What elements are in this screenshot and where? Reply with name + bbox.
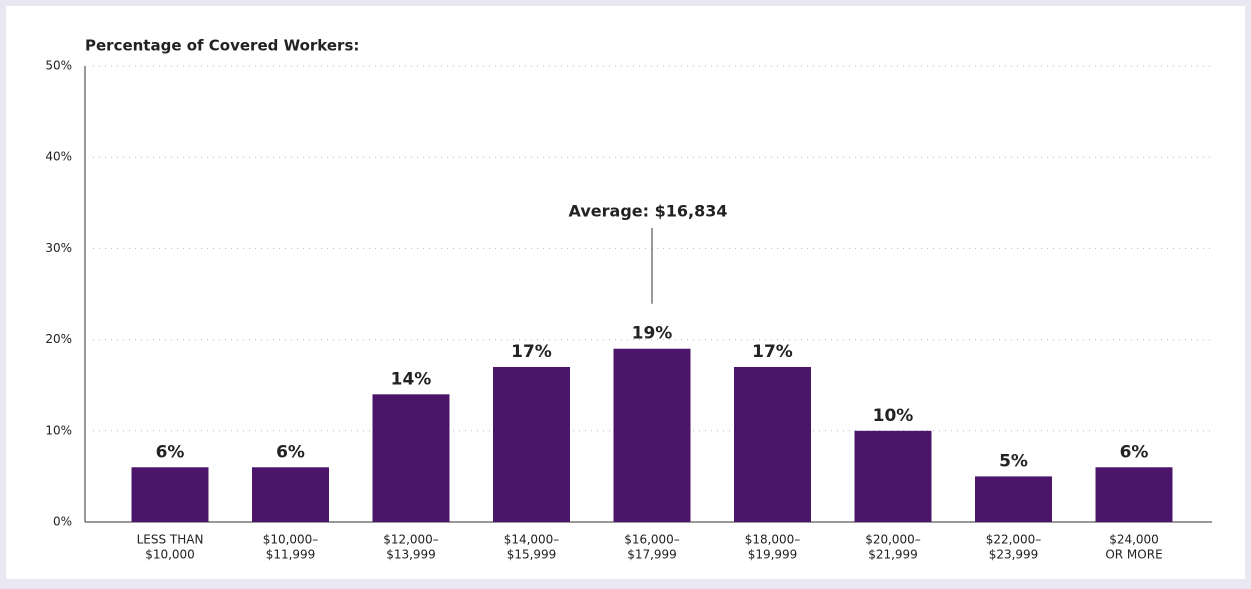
y-tick-label: 30% <box>45 241 72 255</box>
bar <box>493 366 570 522</box>
x-tick-label: $24,000 <box>1109 533 1159 547</box>
value-label: 17% <box>752 342 793 362</box>
x-tick-label: $20,000– <box>865 533 921 547</box>
bar <box>975 476 1052 522</box>
bar <box>252 467 329 522</box>
value-label: 17% <box>511 342 552 362</box>
x-tick-label: $18,000– <box>745 533 801 547</box>
x-tick-label: LESS THAN <box>137 533 204 547</box>
bar <box>854 430 932 522</box>
x-tick-label: OR MORE <box>1105 548 1162 562</box>
value-label: 19% <box>632 324 673 344</box>
value-label: 14% <box>391 369 432 389</box>
x-tick-label: $12,000– <box>383 533 439 547</box>
x-tick-label: $10,000– <box>263 533 319 547</box>
bar <box>372 394 450 522</box>
annotation: Average: $16,834 <box>569 202 728 221</box>
value-label: 6% <box>1120 442 1149 462</box>
value-label: 6% <box>276 442 305 462</box>
bar <box>613 348 691 522</box>
y-tick-label: 50% <box>45 59 72 73</box>
chart-title: Percentage of Covered Workers: <box>85 37 359 55</box>
y-tick-label: 0% <box>53 515 72 529</box>
value-label: 5% <box>999 451 1028 471</box>
x-tick-label: $11,999 <box>266 548 316 562</box>
x-tick-label: $15,999 <box>507 548 557 562</box>
y-tick-label: 40% <box>45 150 72 164</box>
x-tick-label: $19,999 <box>748 548 798 562</box>
x-tick-label: $13,999 <box>386 548 436 562</box>
y-tick-label: 20% <box>45 332 72 346</box>
bar <box>734 366 811 522</box>
bar <box>131 467 209 522</box>
value-label: 6% <box>156 442 185 462</box>
x-tick-label: $17,999 <box>627 548 677 562</box>
x-tick-label: $23,999 <box>989 548 1039 562</box>
x-tick-label: $10,000 <box>145 548 195 562</box>
y-tick-label: 10% <box>45 423 72 437</box>
x-tick-label: $14,000– <box>504 533 560 547</box>
bar <box>1095 467 1173 522</box>
value-label: 10% <box>873 406 914 426</box>
x-tick-label: $21,999 <box>868 548 918 562</box>
x-tick-label: $22,000– <box>986 533 1042 547</box>
x-tick-label: $16,000– <box>624 533 680 547</box>
